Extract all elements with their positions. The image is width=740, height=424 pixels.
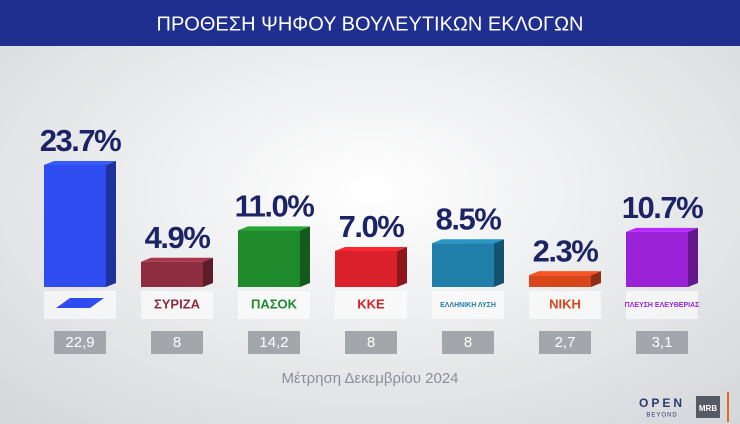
brand-sub: BEYOND [646,413,677,419]
logo-box [335,291,407,319]
comparison-box [151,331,203,354]
category-label: ΕΛΛΗΝΙΚΗ ΛΥΣΗ [440,302,496,309]
comparison-label: 8 [173,334,181,351]
bar-top [626,227,698,232]
logo-icon [56,298,104,308]
category-label: ΝΙΚΗ [549,296,581,311]
category-label: ΣΥΡΙΖΑ [154,296,201,311]
bar-side [203,257,213,287]
bar-top [529,271,601,276]
brand-mrb: MRB [699,404,717,413]
value-label: 23.7% [40,123,121,158]
value-label: 7.0% [339,209,405,244]
comparison-label: 3,1 [652,334,673,351]
bar [626,231,688,287]
bar-side [106,160,116,287]
bar [238,230,300,287]
value-label: 10.7% [622,190,703,225]
comparison-label: 2,7 [555,334,576,351]
logo-box [432,291,504,319]
category-label: ΠΛΕΥΣΗ ΕΛΕΥΘΕΡΙΑΣ [625,302,700,309]
bar-side [397,246,407,287]
logo-box [141,291,213,319]
bar-side [688,227,698,287]
bar-top [141,257,213,262]
brand: OPEN [639,396,685,410]
bar-top [432,239,504,244]
bar [432,243,494,287]
bar-top [238,226,310,231]
comparison-box [442,331,494,354]
bar-side [300,226,310,287]
bar [529,275,591,287]
comparison-label: 8 [464,334,472,351]
chart-title: ΠΡΟΘΕΣΗ ΨΗΦΟΥ ΒΟΥΛΕΥΤΙΚΩΝ ΕΚΛΟΓΩΝ [157,13,584,35]
comparison-box [345,331,397,354]
value-label: 8.5% [436,201,502,236]
logo-box [626,291,698,319]
brand-line [727,392,729,422]
bar [141,261,203,287]
comparison-label: 22,9 [65,334,94,351]
bar [44,164,106,287]
bar-top [44,160,116,165]
logo-box [238,291,310,319]
subtitle: Μέτρηση Δεκεμβρίου 2024 [281,370,458,387]
comparison-label: 8 [367,334,375,351]
bar-side [591,271,601,287]
value-label: 2.3% [533,233,599,268]
comparison-box [248,331,300,354]
comparison-box [54,331,106,354]
title-band [0,0,740,46]
bar-side [494,239,504,287]
value-label: 4.9% [145,220,211,255]
comparison-box [636,331,688,354]
category-label: ΠΑΣΟΚ [251,296,298,311]
value-label: 11.0% [235,189,315,224]
comparison-label: 14,2 [259,334,288,351]
bar [335,250,397,287]
brand-box [696,396,720,418]
bar-top [335,246,407,251]
comparison-box [539,331,591,354]
logo-box [529,291,601,319]
category-label: ΚΚΕ [357,296,385,311]
